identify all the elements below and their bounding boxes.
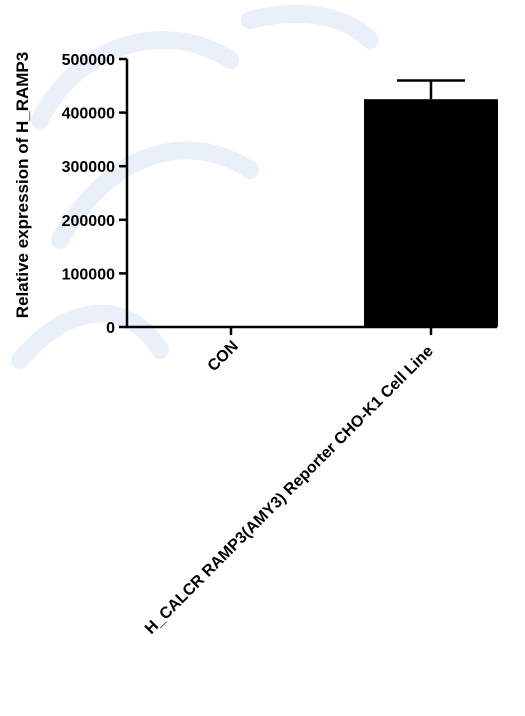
y-tick-label: 0 xyxy=(106,320,115,337)
x-tick-label-con: CON xyxy=(205,338,242,375)
bars xyxy=(364,99,498,327)
y-tick-label: 500000 xyxy=(62,52,115,69)
y-tick-label: 100000 xyxy=(62,266,115,283)
x-tick-label-cell-line: H_CALCR RAMP3(AMY3) Reporter CHO-K1 Cell… xyxy=(142,343,437,638)
bar-cell-line xyxy=(364,99,498,327)
y-tick-label: 400000 xyxy=(62,106,115,123)
y-tick-label: 300000 xyxy=(62,159,115,176)
y-tick-label: 200000 xyxy=(62,213,115,230)
y-axis-ticks: 0 100000 200000 300000 400000 500000 xyxy=(62,52,127,337)
error-bars xyxy=(397,79,465,100)
x-axis-ticks xyxy=(229,327,433,335)
watermark xyxy=(11,5,379,369)
y-axis-title: Relative expression of H_RAMP3 xyxy=(13,52,32,318)
